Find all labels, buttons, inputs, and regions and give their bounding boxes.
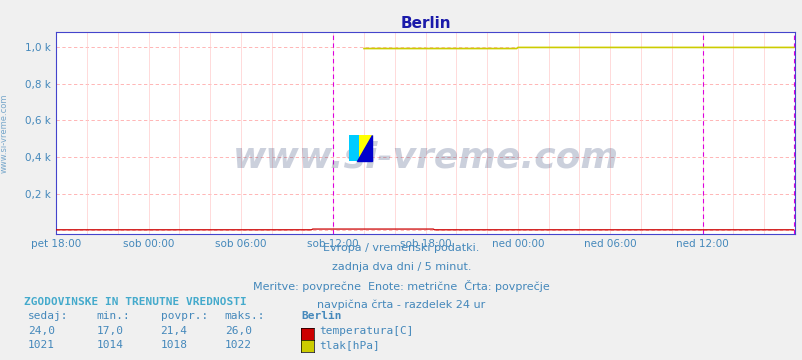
Text: 1014: 1014 <box>96 340 124 350</box>
Text: temperatura[C]: temperatura[C] <box>318 326 413 336</box>
Polygon shape <box>356 135 371 161</box>
Text: tlak[hPa]: tlak[hPa] <box>318 340 379 350</box>
Text: navpična črta - razdelek 24 ur: navpična črta - razdelek 24 ur <box>317 299 485 310</box>
Text: 24,0: 24,0 <box>28 326 55 336</box>
Text: 1022: 1022 <box>225 340 252 350</box>
Text: maks.:: maks.: <box>225 311 265 321</box>
Text: Berlin: Berlin <box>301 311 341 321</box>
Title: Berlin: Berlin <box>399 16 451 31</box>
Bar <box>348 135 358 161</box>
Text: 21,4: 21,4 <box>160 326 188 336</box>
Text: Evropa / vremenski podatki.: Evropa / vremenski podatki. <box>323 243 479 253</box>
Text: 1018: 1018 <box>160 340 188 350</box>
Text: 17,0: 17,0 <box>96 326 124 336</box>
Text: www.si-vreme.com: www.si-vreme.com <box>0 94 9 173</box>
Text: 1021: 1021 <box>28 340 55 350</box>
Text: povpr.:: povpr.: <box>160 311 208 321</box>
Text: ZGODOVINSKE IN TRENUTNE VREDNOSTI: ZGODOVINSKE IN TRENUTNE VREDNOSTI <box>24 297 246 307</box>
Text: www.si-vreme.com: www.si-vreme.com <box>233 140 618 174</box>
Text: 26,0: 26,0 <box>225 326 252 336</box>
Bar <box>348 135 371 161</box>
Text: zadnja dva dni / 5 minut.: zadnja dva dni / 5 minut. <box>331 262 471 272</box>
Text: Meritve: povprečne  Enote: metrične  Črta: povprečje: Meritve: povprečne Enote: metrične Črta:… <box>253 280 549 292</box>
Text: sedaj:: sedaj: <box>28 311 68 321</box>
Text: min.:: min.: <box>96 311 130 321</box>
